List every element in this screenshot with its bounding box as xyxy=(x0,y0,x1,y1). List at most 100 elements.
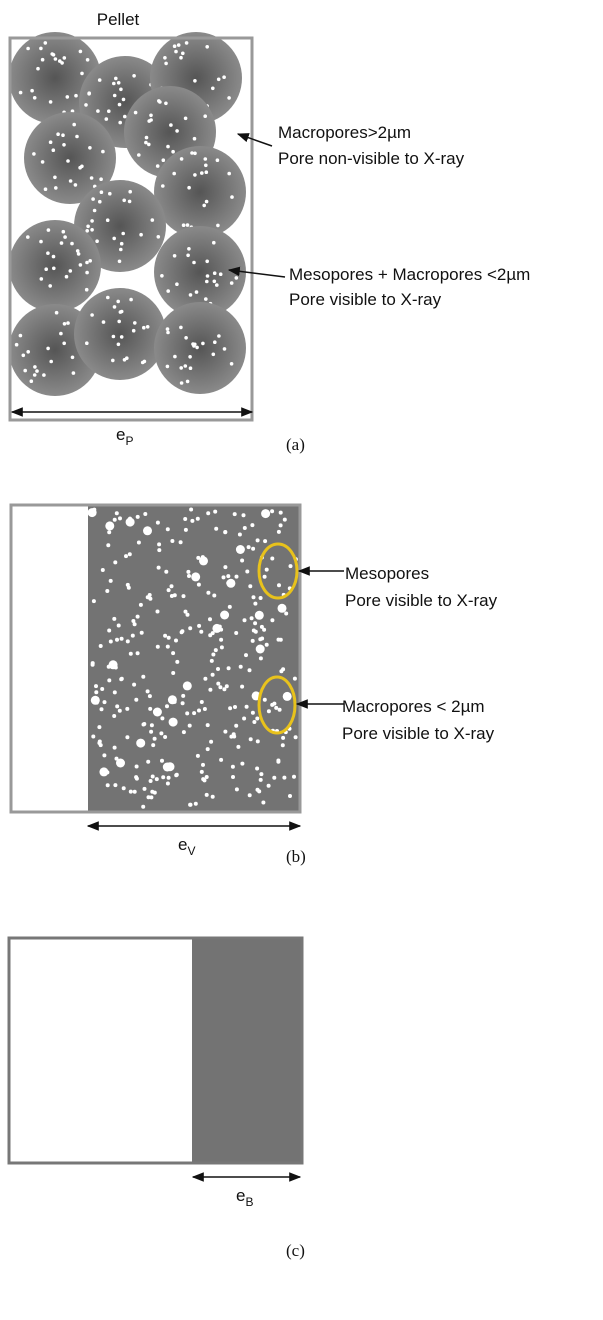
grain xyxy=(74,288,166,380)
dimension-label: eP xyxy=(116,425,133,448)
pore xyxy=(151,743,155,747)
pore xyxy=(113,690,117,694)
pore xyxy=(112,714,116,718)
pore xyxy=(247,545,251,549)
pore xyxy=(142,722,146,726)
pore xyxy=(52,255,56,259)
pore xyxy=(136,515,140,519)
pore xyxy=(71,356,75,360)
pore xyxy=(277,530,281,534)
pore xyxy=(284,612,288,616)
pore xyxy=(243,618,247,622)
pore xyxy=(90,228,94,232)
pore xyxy=(230,362,234,366)
pore xyxy=(230,281,234,285)
pore xyxy=(281,736,285,740)
pore xyxy=(106,218,110,222)
pore xyxy=(211,795,215,799)
pore xyxy=(188,355,192,359)
pore xyxy=(281,743,285,747)
pore xyxy=(189,293,193,297)
pore xyxy=(189,803,193,807)
pore xyxy=(200,171,204,175)
pore xyxy=(39,47,43,51)
pore xyxy=(220,645,224,649)
pore xyxy=(95,701,99,705)
pore xyxy=(184,117,188,121)
pore xyxy=(216,667,220,671)
pore xyxy=(149,730,153,734)
pore xyxy=(197,583,201,587)
pore xyxy=(189,366,193,370)
pore xyxy=(26,350,30,354)
pore xyxy=(200,770,204,774)
pore xyxy=(181,52,185,56)
pore xyxy=(69,179,73,183)
pore xyxy=(53,176,57,180)
pore xyxy=(195,346,199,350)
pore xyxy=(98,78,102,82)
pore xyxy=(220,611,229,620)
pore xyxy=(114,666,118,670)
pore xyxy=(186,254,190,258)
pore xyxy=(265,643,269,647)
pore xyxy=(149,779,153,783)
pore xyxy=(100,687,104,691)
pore xyxy=(129,790,133,794)
pore xyxy=(124,554,128,558)
pore xyxy=(33,373,37,377)
pore xyxy=(120,310,124,314)
pore xyxy=(135,777,139,781)
pore xyxy=(259,772,263,776)
pore xyxy=(137,541,141,545)
pore xyxy=(107,109,111,113)
pore xyxy=(90,313,94,317)
pore xyxy=(156,164,160,168)
pore xyxy=(211,631,215,635)
pore xyxy=(113,746,117,750)
pore xyxy=(179,56,183,60)
pore xyxy=(226,581,230,585)
pore xyxy=(54,57,58,61)
pore xyxy=(142,326,146,330)
pore xyxy=(244,653,248,657)
pore xyxy=(270,618,274,622)
pore xyxy=(204,157,208,161)
pore xyxy=(171,651,175,655)
pore xyxy=(259,596,263,600)
pore xyxy=(192,344,196,348)
pore xyxy=(193,173,197,177)
pore xyxy=(74,183,78,187)
pore xyxy=(77,252,81,256)
pore xyxy=(61,133,65,137)
pore xyxy=(88,146,92,150)
pore xyxy=(204,297,208,301)
pore xyxy=(99,743,103,747)
pore xyxy=(182,223,186,227)
pore xyxy=(113,783,117,787)
pore xyxy=(26,47,30,51)
pore xyxy=(161,184,165,188)
pore xyxy=(94,684,98,688)
pore xyxy=(127,586,131,590)
pore xyxy=(40,277,44,281)
dimension-label: eV xyxy=(178,835,195,858)
pore xyxy=(50,52,54,56)
pore xyxy=(166,289,170,293)
pore xyxy=(226,574,230,578)
pore xyxy=(166,331,170,335)
pore xyxy=(203,707,207,711)
pore xyxy=(162,158,166,162)
pore xyxy=(272,702,276,706)
pore xyxy=(214,527,218,531)
pore xyxy=(245,570,249,574)
pore xyxy=(253,602,257,606)
pore xyxy=(216,224,220,228)
pore xyxy=(248,793,252,797)
pore xyxy=(255,767,259,771)
pore xyxy=(267,784,271,788)
pore xyxy=(206,274,210,278)
pore xyxy=(101,568,105,572)
pore xyxy=(84,103,88,107)
pore xyxy=(140,631,144,635)
